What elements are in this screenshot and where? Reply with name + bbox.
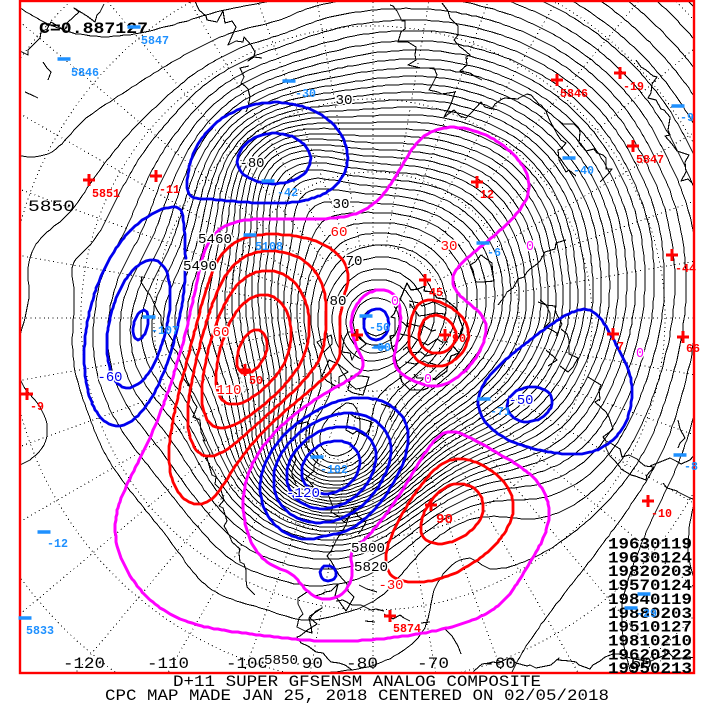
svg-text:30: 30 (336, 94, 353, 109)
svg-text:110: 110 (217, 384, 242, 399)
svg-text:30: 30 (333, 198, 350, 213)
svg-text:5847: 5847 (636, 154, 664, 167)
svg-text:90: 90 (436, 513, 453, 528)
svg-text:5850: 5850 (264, 654, 298, 669)
svg-text:0: 0 (526, 240, 534, 255)
svg-text:-30: -30 (295, 88, 316, 101)
svg-text:66: 66 (686, 343, 700, 356)
svg-text:-71: -71 (490, 406, 511, 419)
svg-text:-6: -6 (487, 247, 501, 260)
svg-text:-29: -29 (636, 608, 657, 621)
svg-text:-80: -80 (240, 157, 265, 172)
svg-text:-102: -102 (320, 464, 348, 477)
svg-text:0: 0 (391, 295, 399, 310)
svg-text:-120: -120 (286, 487, 320, 502)
svg-text:5833: 5833 (26, 625, 54, 638)
svg-text:-30: -30 (379, 579, 404, 594)
svg-text:12: 12 (480, 189, 494, 202)
svg-text:D+11 SUPER GFSENSM ANALOG COMP: D+11 SUPER GFSENSM ANALOG COMPOSITE (173, 673, 541, 691)
svg-text:-9: -9 (30, 401, 44, 414)
svg-text:80: 80 (330, 295, 347, 310)
svg-text:7: 7 (617, 341, 624, 354)
svg-text:50: 50 (249, 375, 263, 388)
svg-text:19820203: 19820203 (608, 563, 692, 581)
svg-text:CPC MAP MADE JAN 25, 2018 CENT: CPC MAP MADE JAN 25, 2018 CENTERED ON 02… (105, 687, 609, 705)
svg-text:90: 90 (452, 333, 466, 346)
svg-text:-70: -70 (417, 655, 449, 673)
svg-text:5850: 5850 (28, 198, 75, 216)
svg-text:-44: -44 (675, 263, 696, 276)
svg-text:-120: -120 (63, 655, 105, 673)
svg-text:-42: -42 (277, 187, 298, 200)
svg-text:-107: -107 (151, 325, 179, 338)
svg-text:-50: -50 (509, 394, 534, 409)
svg-text:-19: -19 (623, 81, 644, 94)
svg-text:-60: -60 (484, 655, 516, 673)
svg-text:-80: -80 (346, 655, 378, 673)
svg-text:60: 60 (213, 326, 230, 341)
svg-text:5851: 5851 (92, 188, 120, 201)
svg-text:-9: -9 (680, 112, 694, 125)
svg-text:19630124: 19630124 (608, 549, 692, 567)
svg-text:19630119: 19630119 (608, 536, 692, 554)
svg-text:-90: -90 (291, 655, 323, 673)
svg-text:19510127: 19510127 (608, 619, 692, 637)
svg-text:-100: -100 (226, 655, 268, 673)
svg-text:70: 70 (346, 255, 363, 270)
svg-text:5820: 5820 (354, 561, 388, 576)
svg-text:19950213: 19950213 (608, 660, 692, 678)
svg-text:5874: 5874 (393, 623, 421, 636)
svg-text:19570124: 19570124 (608, 577, 692, 595)
svg-text:5800: 5800 (351, 542, 385, 557)
svg-text:19810210: 19810210 (608, 632, 692, 650)
svg-text:-60: -60 (98, 371, 123, 386)
svg-text:60: 60 (331, 226, 348, 241)
svg-text:5846: 5846 (71, 67, 99, 80)
svg-text:C=0.887127: C=0.887127 (39, 20, 148, 38)
svg-text:-50: -50 (620, 655, 652, 673)
svg-text:19840119: 19840119 (608, 591, 692, 609)
svg-text:5460: 5460 (198, 233, 232, 248)
svg-text:5847: 5847 (141, 35, 169, 48)
svg-text:-60: -60 (370, 342, 391, 355)
svg-text:-10: -10 (651, 508, 672, 521)
svg-text:-12: -12 (47, 538, 68, 551)
svg-text:-110: -110 (147, 655, 189, 673)
svg-text:5108: 5108 (255, 241, 283, 254)
svg-text:0: 0 (636, 347, 644, 362)
svg-text:45: 45 (429, 287, 443, 300)
svg-text:5846: 5846 (560, 88, 588, 101)
svg-text:19620222: 19620222 (608, 646, 692, 664)
svg-text:-50: -50 (369, 322, 390, 335)
svg-text:-11: -11 (159, 184, 180, 197)
svg-text:-8: -8 (684, 461, 698, 474)
svg-text:0: 0 (424, 373, 432, 388)
svg-text:-40: -40 (573, 165, 594, 178)
svg-text:30: 30 (441, 240, 458, 255)
svg-text:5490: 5490 (183, 260, 217, 275)
